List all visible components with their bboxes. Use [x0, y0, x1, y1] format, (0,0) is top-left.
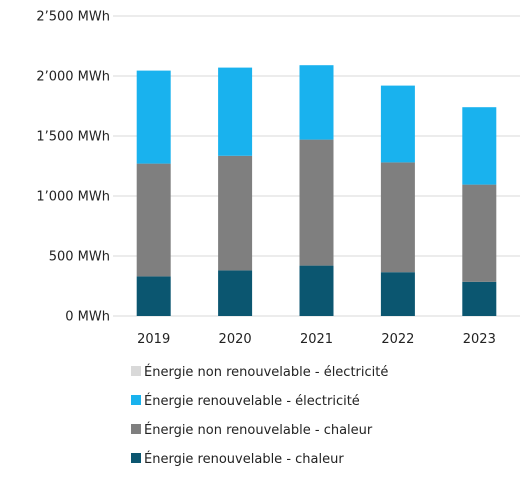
bar-segment-2020-0 [218, 270, 253, 316]
legend-label: Énergie non renouvelable - électricité [144, 364, 388, 380]
y-tick-label: 2’500 MWh [36, 10, 110, 25]
bar-segment-2019-2 [136, 70, 171, 164]
legend-label: Énergie renouvelable - chaleur [144, 451, 344, 467]
bars [136, 65, 497, 316]
y-tick-label: 1’500 MWh [36, 130, 110, 145]
x-tick-label: 2023 [463, 332, 496, 347]
legend-label: Énergie renouvelable - électricité [144, 393, 360, 409]
bar-segment-2023-1 [462, 184, 497, 282]
bar-segment-2019-1 [136, 163, 171, 277]
bar-segment-2021-2 [299, 65, 334, 140]
bar-segment-2019-0 [136, 276, 171, 316]
x-tick-label: 2022 [381, 332, 414, 347]
x-tick-label: 2021 [300, 332, 333, 347]
bar-segment-2022-0 [380, 272, 415, 316]
legend-swatch [131, 453, 141, 463]
y-tick-label: 500 MWh [49, 250, 110, 265]
x-tick-label: 2019 [137, 332, 170, 347]
y-tick-label: 2’000 MWh [36, 70, 110, 85]
bar-segment-2021-0 [299, 265, 334, 316]
legend-swatch [131, 366, 141, 376]
x-axis-ticks: 2019 2020 2021 2022 2023 [137, 332, 496, 347]
y-tick-label: 0 MWh [65, 310, 110, 325]
bar-segment-2023-2 [462, 107, 497, 185]
bar-segment-2023-0 [462, 281, 497, 316]
bar-segment-2020-1 [218, 155, 253, 271]
bar-segment-2022-2 [380, 85, 415, 163]
x-tick-label: 2020 [219, 332, 252, 347]
bar-segment-2021-1 [299, 139, 334, 266]
legend-swatch [131, 424, 141, 434]
legend: Énergie non renouvelable - électricité Én… [131, 364, 388, 467]
bar-segment-2022-1 [380, 162, 415, 273]
y-tick-label: 1’000 MWh [36, 190, 110, 205]
legend-label: Énergie non renouvelable - chaleur [144, 422, 373, 438]
bar-segment-2020-2 [218, 67, 253, 156]
legend-swatch [131, 395, 141, 405]
y-axis-ticks: 0 MWh 500 MWh 1’000 MWh 1’500 MWh 2’000 MWh 2… [36, 10, 110, 325]
